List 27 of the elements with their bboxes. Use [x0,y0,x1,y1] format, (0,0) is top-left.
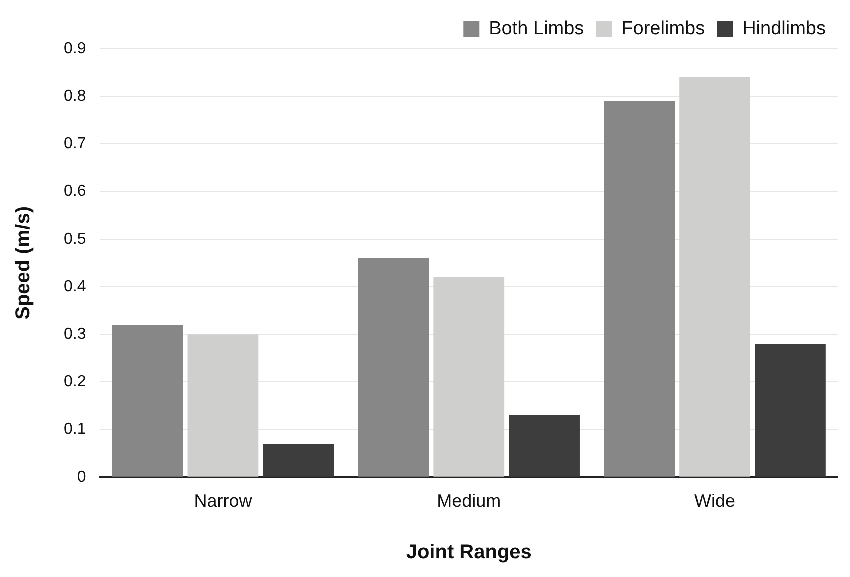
y-tick-label: 0.1 [64,421,86,438]
y-tick-label: 0.3 [64,326,86,344]
bar [112,325,184,477]
legend-label: Hindlimbs [742,18,826,40]
y-tick-label: 0.6 [64,183,86,200]
bar [263,444,334,477]
y-tick-label: 0.2 [64,374,86,391]
bar [434,277,505,477]
legend-label: Both Limbs [489,18,584,40]
y-tick-label: 0 [77,468,86,486]
bar [680,78,750,477]
x-tick-label: Narrow [194,491,254,512]
y-tick-label: 0.8 [64,88,86,106]
x-axis-title: Joint Ranges [406,542,532,564]
bar [755,344,826,477]
y-tick-label: 0.7 [64,136,86,153]
x-tick-label: Medium [437,491,502,512]
legend-label: Forelimbs [622,18,706,40]
bar [358,258,430,477]
y-axis-title: Speed (m/s) [12,206,35,320]
y-tick-label: 0.9 [64,40,86,58]
bar [188,334,259,477]
y-tick-label: 0.4 [64,278,86,296]
bar [509,416,580,477]
y-tick-label: 0.5 [64,230,86,248]
x-tick-label: Wide [694,491,736,512]
bar [604,101,676,477]
